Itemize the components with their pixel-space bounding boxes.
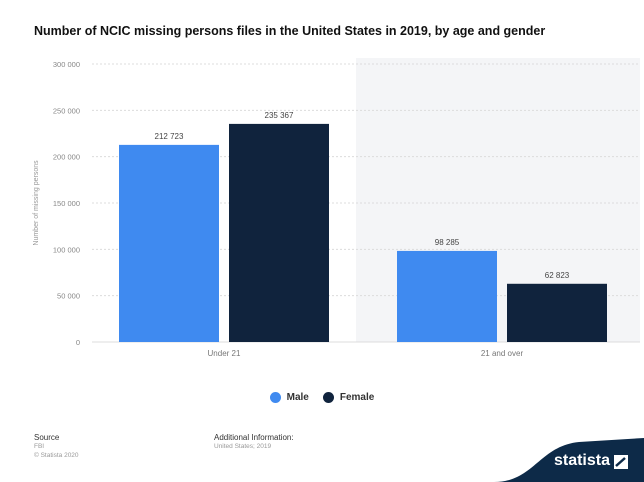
y-tick-label: 100 000 [53, 245, 80, 254]
data-label: 62 823 [545, 271, 570, 280]
additional-info-block: Additional Information: United States; 2… [214, 433, 294, 451]
additional-info-value: United States; 2019 [214, 443, 272, 450]
chart-title: Number of NCIC missing persons files in … [34, 24, 546, 38]
bar-female-0 [229, 123, 329, 342]
bar-male-1 [397, 250, 497, 342]
y-tick-label: 50 000 [57, 292, 80, 301]
additional-info-label: Additional Information: [214, 433, 294, 442]
legend-swatch-male [269, 392, 281, 403]
source-block: Source FBI © Statista 2020 [34, 433, 79, 460]
y-tick-label: 300 000 [53, 60, 80, 69]
data-label: 235 367 [265, 111, 294, 120]
data-label: 98 285 [435, 238, 460, 247]
source-label: Source [34, 433, 60, 442]
y-tick-label: 150 000 [53, 199, 80, 208]
legend-swatch-female [322, 392, 334, 403]
chart-legend: Male Female [0, 392, 644, 403]
bar-male-0 [119, 144, 219, 342]
y-tick-label: 250 000 [53, 106, 80, 115]
legend-item-male[interactable]: Male [269, 392, 309, 403]
source-value: FBI [34, 443, 45, 450]
statista-mark-icon [614, 455, 628, 469]
x-tick-label: Under 21 [208, 349, 241, 358]
y-tick-label: 0 [76, 338, 80, 347]
statista-logo[interactable]: statista [484, 438, 644, 482]
copyright-text: © Statista 2020 [34, 452, 79, 459]
x-tick-label: 21 and over [481, 349, 524, 358]
bar-chart: 0 50 000 100 000 150 000 200 000 250 000 300 0… [33, 58, 640, 358]
data-label: 212 723 [155, 132, 184, 141]
bar-female-1 [507, 283, 607, 342]
brand-name: statista [553, 452, 610, 469]
y-axis-label: Number of missing persons [33, 160, 40, 246]
y-tick-label: 200 000 [53, 153, 80, 162]
logo-background [494, 438, 644, 482]
legend-label-female: Female [339, 392, 375, 403]
legend-item-female[interactable]: Female [322, 392, 375, 403]
legend-label-male: Male [286, 392, 309, 403]
